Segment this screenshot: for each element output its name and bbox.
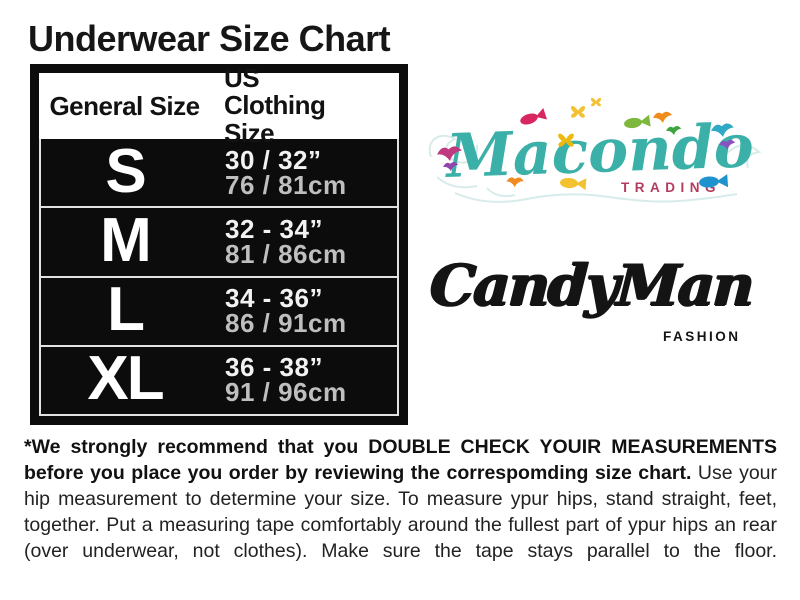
table-row: M 32 - 34” 81 / 86cm [41, 206, 397, 275]
table-row: S 30 / 32” 76 / 81cm [41, 139, 397, 206]
inches-value: 32 - 34” [225, 213, 323, 244]
candyman-tagline: FASHION [663, 329, 741, 344]
candyman-wordmark: CandyMan [428, 252, 754, 319]
table-row: L 34 - 36” 86 / 91cm [41, 275, 397, 345]
butterfly-icon [570, 105, 586, 118]
table-row: XL 36 - 38” 91 / 96cm [41, 344, 397, 414]
inches-value: 30 / 32” [225, 144, 322, 175]
header-us-clothing-size: US Clothing Size [224, 63, 326, 148]
butterfly-icon [590, 97, 602, 107]
cm-value: 91 / 96cm [225, 377, 347, 408]
page-title: Underwear Size Chart [28, 18, 391, 59]
cm-value: 81 / 86cm [225, 238, 347, 269]
size-label: S [105, 136, 146, 206]
measurement-disclaimer: *We strongly recommend that you DOUBLE C… [24, 434, 777, 564]
flourish-swirls [428, 134, 762, 203]
table-body: S 30 / 32” 76 / 81cm M 32 - 34” 81 / 86c… [39, 139, 399, 416]
header-general-size: General Size [49, 90, 200, 121]
size-chart-table: General Size US Clothing Size S 30 / 32”… [30, 64, 408, 425]
disclaimer-bold-text: *We strongly recommend that you DOUBLE C… [24, 436, 777, 484]
disclaimer-regular-text: Use your hip measurement to determine yo… [24, 462, 777, 562]
cm-value: 76 / 81cm [225, 169, 347, 200]
candyman-fashion-logo: CandyMan FASHION [428, 252, 778, 352]
size-label: XL [87, 344, 164, 414]
macondo-tagline: TRADING [621, 180, 721, 195]
inches-value: 34 - 36” [225, 283, 323, 314]
cm-value: 86 / 91cm [225, 308, 347, 339]
inches-value: 36 - 38” [225, 352, 323, 383]
size-label: L [107, 275, 145, 345]
table-header: General Size US Clothing Size [39, 63, 399, 148]
size-label: M [100, 205, 152, 275]
macondo-trading-logo: Macondo TRADING [428, 97, 762, 203]
